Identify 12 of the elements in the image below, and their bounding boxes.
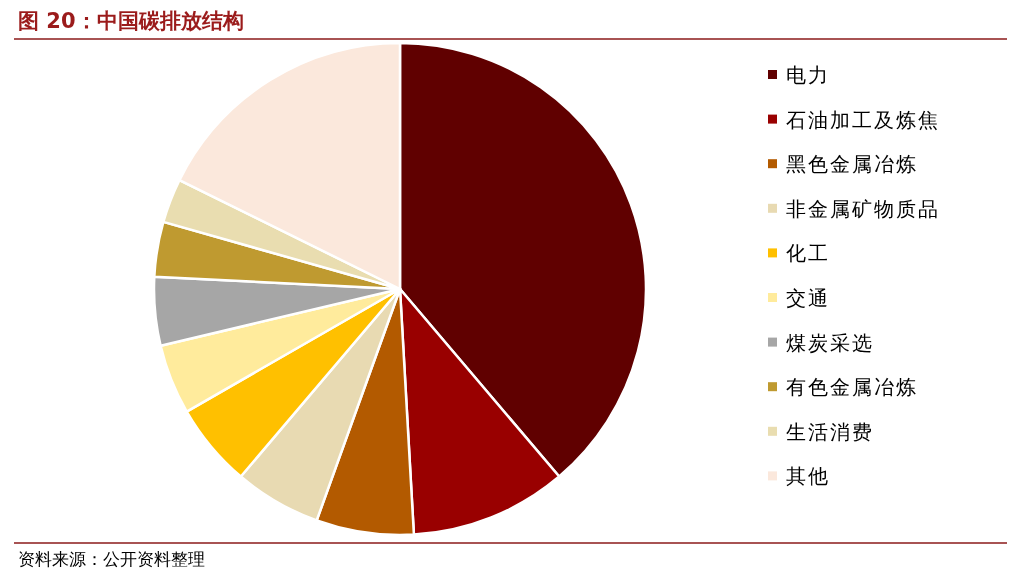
text: 资料来源：公开资料整理 bbox=[18, 549, 205, 569]
legend-label: 非金属矿物质品 bbox=[786, 196, 940, 221]
legend-label: 黑色金属冶炼 bbox=[786, 152, 918, 177]
legend-label: 石油加工及炼焦 bbox=[786, 107, 940, 132]
legend-label: 交通 bbox=[786, 286, 830, 310]
legend-label: 其他 bbox=[786, 464, 830, 489]
legend-label: 生活消费 bbox=[786, 419, 874, 444]
legend-label: 煤炭采选 bbox=[786, 330, 874, 355]
legend-label: 有色金属冶炼 bbox=[786, 375, 918, 400]
chart-title: 图 20：中国碳排放结构 bbox=[18, 9, 244, 33]
legend-label: 电力 bbox=[786, 63, 830, 87]
legend-label: 化工 bbox=[786, 241, 830, 266]
